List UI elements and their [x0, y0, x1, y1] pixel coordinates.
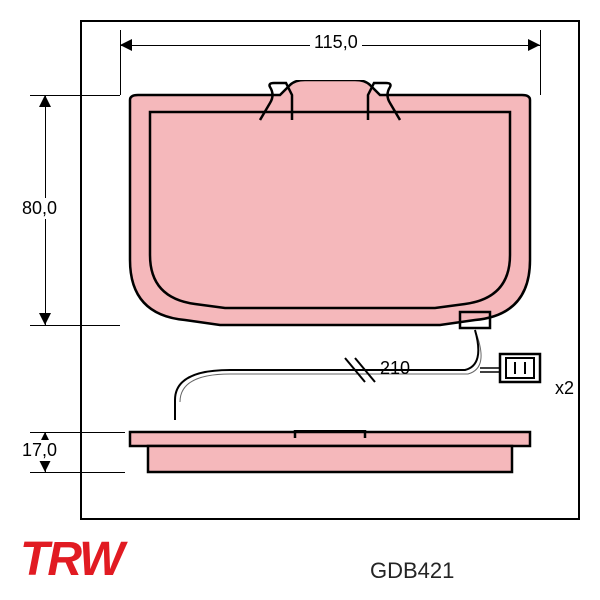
dim-thick-ext-t: [30, 432, 125, 433]
dim-height-arrow-u: [39, 95, 51, 107]
dim-width-ext-r: [540, 30, 541, 95]
dim-height-label: 80,0: [18, 198, 61, 219]
brand-logo: TRW: [20, 532, 122, 587]
multiplier-note: x2: [555, 378, 574, 399]
dim-width-arrow-r: [528, 39, 540, 51]
dim-height-ext-t: [30, 95, 120, 96]
dim-width-label: 115,0: [310, 32, 362, 53]
sensor-wire: [120, 310, 560, 420]
pad-side-view: [120, 430, 540, 480]
dim-thick-ext-b: [30, 472, 125, 473]
part-number: GDB421: [370, 558, 454, 584]
dim-thick-label: 17,0: [18, 440, 61, 461]
dim-height-arrow-d: [39, 313, 51, 325]
dim-width-arrow-l: [120, 39, 132, 51]
diagram-canvas: 115,0 80,0 210 x2: [0, 0, 600, 600]
dim-thick-arrow-d: [39, 460, 51, 472]
wire-length-label: 210: [380, 358, 410, 379]
dim-height-ext-b: [30, 325, 120, 326]
